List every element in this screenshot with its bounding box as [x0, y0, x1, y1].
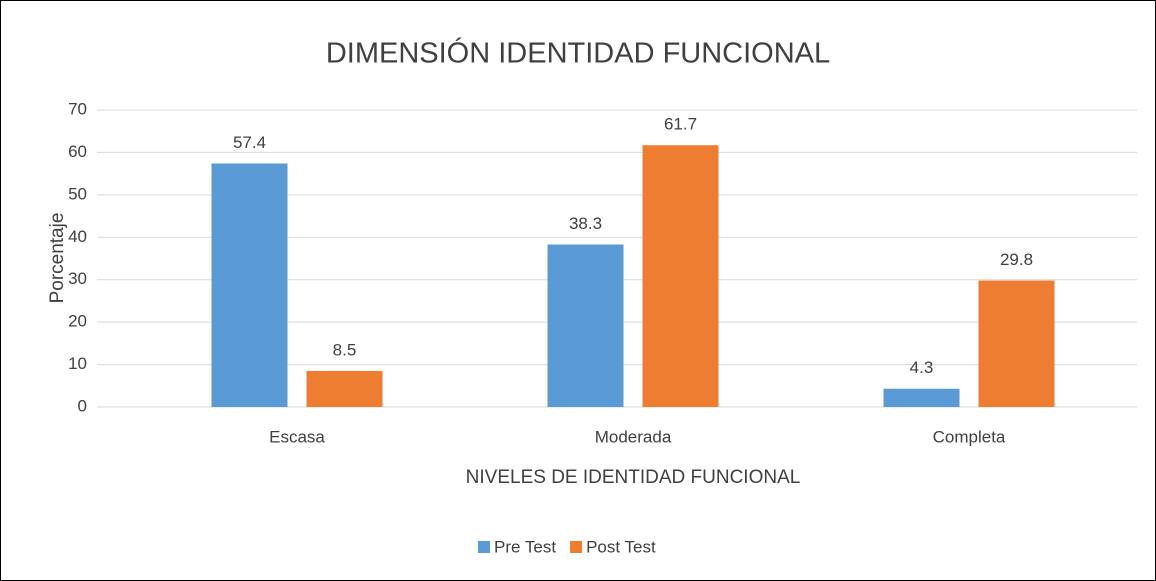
y-tick-label: 20: [68, 312, 87, 331]
y-tick-label: 10: [68, 354, 87, 373]
bar: [306, 370, 383, 407]
bar: [642, 145, 719, 408]
y-tick-label: 70: [68, 99, 87, 118]
y-tick-label: 30: [68, 269, 87, 288]
bar: [883, 388, 960, 407]
x-axis-title: NIVELES DE IDENTIDAD FUNCIONAL: [466, 467, 801, 488]
legend-swatch: [570, 541, 583, 553]
y-axis-title: Porcentaje: [47, 213, 68, 304]
bar: [547, 244, 624, 407]
x-tick-label: Escasa: [269, 427, 325, 446]
x-tick-label: Moderada: [595, 427, 672, 446]
bar: [978, 280, 1055, 407]
bar: [211, 163, 288, 407]
x-tick-label: Completa: [933, 427, 1006, 446]
data-label: 38.3: [569, 214, 602, 233]
y-tick-label: 50: [68, 184, 87, 203]
y-tick-label: 60: [68, 142, 87, 161]
legend-label: Pre Test: [494, 537, 556, 556]
chart-title: DIMENSIÓN IDENTIDAD FUNCIONAL: [326, 37, 830, 70]
legend-label: Post Test: [586, 537, 656, 556]
y-tick-label: 40: [68, 227, 87, 246]
data-label: 61.7: [664, 115, 697, 134]
data-label: 4.3: [910, 358, 934, 377]
data-label: 29.8: [1000, 250, 1033, 269]
data-label: 8.5: [333, 340, 357, 359]
legend-swatch: [478, 541, 490, 553]
data-label: 57.4: [233, 133, 266, 152]
y-tick-label: 0: [78, 396, 87, 415]
